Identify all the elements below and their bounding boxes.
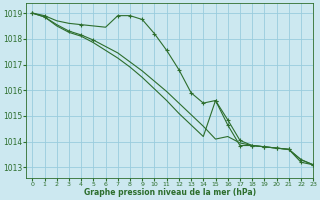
X-axis label: Graphe pression niveau de la mer (hPa): Graphe pression niveau de la mer (hPa) <box>84 188 256 197</box>
